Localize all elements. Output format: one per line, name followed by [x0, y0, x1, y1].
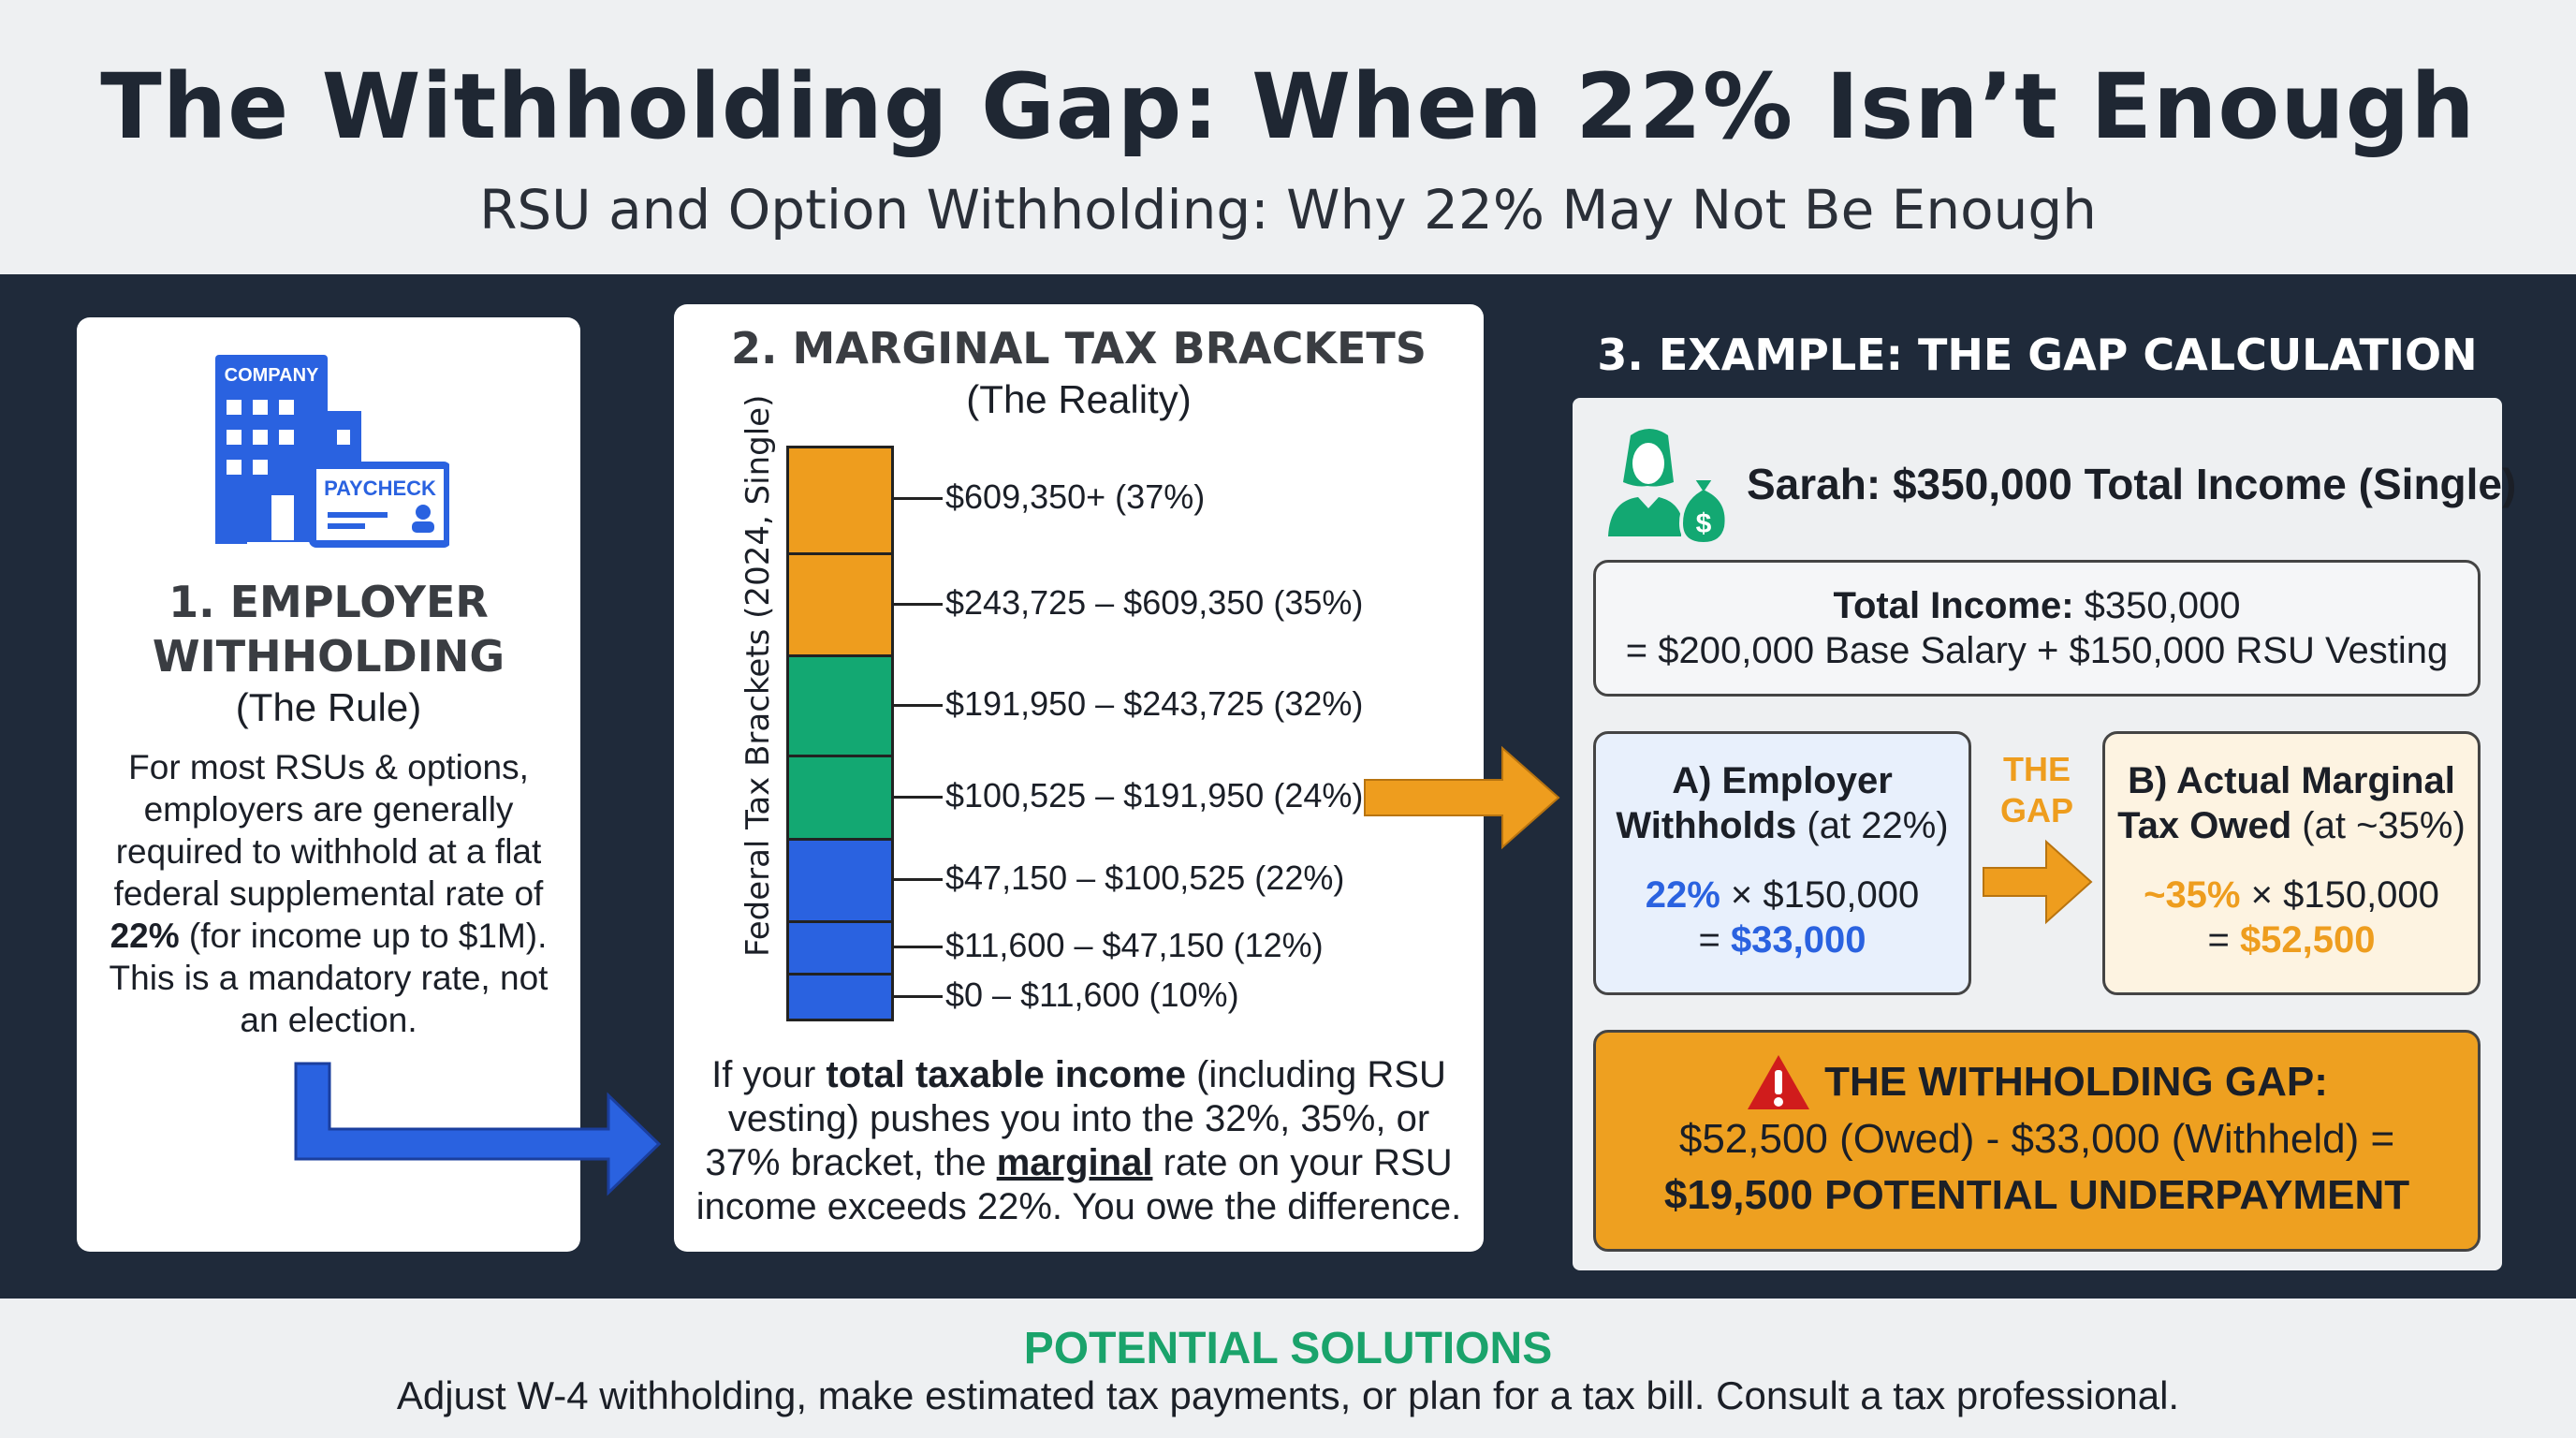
bracket-tick: [894, 602, 943, 606]
bracket-label: $11,600 – $47,150 (12%): [945, 926, 1324, 964]
bracket-segment: [786, 446, 894, 555]
section3-heading: 3. EXAMPLE: THE GAP CALCULATION: [1597, 330, 2478, 380]
card1-subheading: (The Rule): [235, 685, 422, 729]
footer: POTENTIAL SOLUTIONS Adjust W-4 withholdi…: [0, 1299, 2576, 1438]
page-title: The Withholding Gap: When 22% Isn’t Enou…: [100, 54, 2476, 159]
card2-explanation: If your total taxable income (including …: [695, 1054, 1462, 1227]
bracket-axis-label: Federal Tax Brackets (2024, Single): [739, 394, 777, 957]
svg-text:$: $: [1696, 508, 1712, 539]
person-summary: Sarah: $350,000 Total Income (Single): [1747, 460, 2517, 508]
header: The Withholding Gap: When 22% Isn’t Enou…: [0, 0, 2576, 274]
actual-tax-owed-box: B) Actual Marginal Tax Owed (at ~35%) ~3…: [2102, 731, 2481, 995]
bracket-label: $243,725 – $609,350 (35%): [945, 582, 1364, 622]
bracket-tick: [894, 795, 943, 799]
card2-heading: 2. MARGINAL TAX BRACKETS: [731, 323, 1427, 374]
bracket-tick: [894, 497, 943, 500]
employer-withholds-box: A) Employer Withholds (at 22%) 22% × $15…: [1593, 731, 1971, 995]
bracket-tick: [894, 703, 943, 707]
warning-icon: [1748, 1055, 1810, 1109]
person-money-icon: $: [1608, 429, 1729, 546]
withholding-gap-box: THE WITHHOLDING GAP: $52,500 (Owed) - $3…: [1593, 1030, 2481, 1252]
bracket-label: $47,150 – $100,525 (22%): [945, 858, 1345, 897]
card1-body: For most RSUs & options, employers are g…: [109, 748, 549, 1039]
blue-arrow-icon: [294, 1062, 662, 1196]
page-subtitle: RSU and Option Withholding: Why 22% May …: [479, 178, 2097, 242]
company-paycheck-icon: COMPANY PAYCHECK: [215, 355, 449, 548]
bracket-tick: [894, 946, 943, 948]
card2-subheading: (The Reality): [966, 377, 1192, 421]
bracket-segment: [786, 920, 894, 976]
bracket-label: $100,525 – $191,950 (24%): [945, 775, 1364, 814]
solutions-text: Adjust W-4 withholding, make estimated t…: [396, 1373, 2180, 1417]
orange-arrow-icon: [1364, 745, 1560, 850]
bracket-segment: [786, 755, 894, 841]
gap-arrow-icon: [1983, 839, 2093, 925]
the-gap-label: THE GAP: [1999, 750, 2073, 829]
bracket-tick: [894, 994, 943, 998]
card1-heading: 1. EMPLOYER WITHHOLDING: [152, 577, 505, 682]
bracket-segment: [786, 973, 894, 1021]
total-income-box: Total Income: $350,000 = $200,000 Base S…: [1593, 560, 2481, 697]
bracket-segment: [786, 838, 894, 923]
bracket-label: $609,350+ (37%): [945, 477, 1206, 516]
bracket-segment: [786, 654, 894, 757]
bracket-label: $0 – $11,600 (10%): [945, 975, 1239, 1014]
svg-text:COMPANY: COMPANY: [225, 365, 319, 386]
bracket-tick: [894, 878, 943, 881]
bracket-segment: [786, 552, 894, 657]
bracket-label: $191,950 – $243,725 (32%): [945, 683, 1364, 723]
svg-text:PAYCHECK: PAYCHECK: [324, 477, 436, 500]
solutions-heading: POTENTIAL SOLUTIONS: [1023, 1324, 1553, 1373]
